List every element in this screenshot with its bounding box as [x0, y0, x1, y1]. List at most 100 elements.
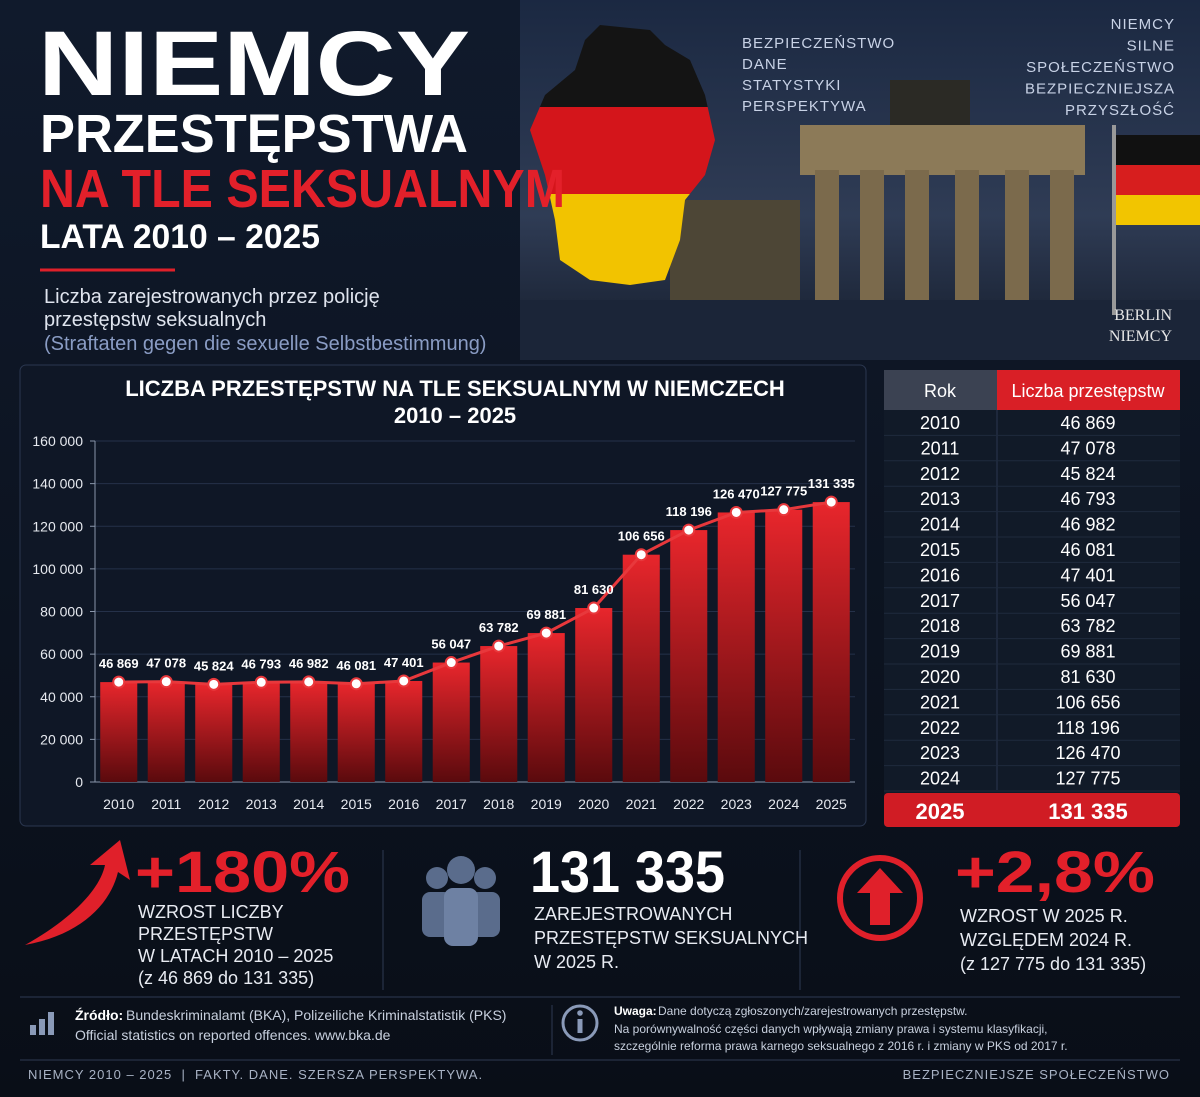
- table-cell: 46 081: [1060, 540, 1115, 560]
- table-header: Rok: [924, 381, 957, 401]
- table-cell: 2020: [920, 667, 960, 687]
- tag: PRZYSZŁOŚĆ: [1065, 101, 1175, 119]
- x-tick-label: 2025: [816, 796, 847, 812]
- x-tick-label: 2010: [103, 796, 134, 812]
- point: [682, 523, 696, 537]
- tag: PERSPEKTYWA: [742, 98, 867, 115]
- wet-plaza: [520, 300, 1200, 360]
- subtitle: PRZESTĘPSTWA: [40, 104, 468, 164]
- trend-arrow-icon: [25, 840, 130, 945]
- table-panel: [884, 370, 1180, 826]
- table-cell: 46 982: [1060, 515, 1115, 535]
- bar: [480, 646, 518, 782]
- table-cell: 106 656: [1055, 692, 1120, 712]
- data-label: 131 335: [808, 476, 855, 491]
- point: [587, 601, 601, 615]
- x-tick-label: 2015: [341, 796, 372, 812]
- main-title: NIEMCY: [38, 13, 470, 115]
- flag-on-pole: [1112, 125, 1200, 315]
- stat-text: WZROST W 2025 R.: [960, 906, 1128, 926]
- chart-title: LICZBA PRZESTĘPSTW NA TLE SEKSUALNYM W N…: [125, 376, 785, 401]
- bar: [717, 512, 755, 782]
- x-tick-label: 2019: [531, 796, 562, 812]
- tag: DANE: [742, 56, 788, 73]
- data-label: 81 630: [574, 582, 614, 597]
- table-cell: 2010: [920, 413, 960, 433]
- bar: [765, 509, 803, 782]
- table-cell: 46 793: [1060, 489, 1115, 509]
- point: [492, 639, 506, 653]
- tag: NIEMCY: [1111, 16, 1175, 33]
- table-cell: 2013: [920, 489, 960, 509]
- table-cell: 118 196: [1056, 718, 1120, 738]
- data-label: 118 196: [666, 504, 712, 519]
- point: [634, 548, 648, 562]
- y-tick-label: 60 000: [40, 646, 83, 662]
- y-tick-label: 140 000: [32, 476, 83, 492]
- table-cell: 46 869: [1060, 413, 1115, 433]
- stat-value: +2,8%: [955, 840, 1155, 905]
- bar: [575, 608, 613, 782]
- table-cell: 2017: [920, 591, 960, 611]
- point: [302, 675, 316, 689]
- source-text: Official statistics on reported offences…: [75, 1027, 391, 1043]
- data-label: 106 656: [618, 529, 665, 544]
- y-tick-label: 80 000: [40, 604, 83, 620]
- table-cell: 56 047: [1060, 591, 1115, 611]
- stat-text: PRZESTĘPSTW SEKSUALNYCH: [534, 928, 808, 948]
- stat-text: WZGLĘDEM 2024 R.: [960, 930, 1132, 950]
- bar: [337, 683, 375, 782]
- tag: SPOŁECZEŃSTWO: [1026, 59, 1175, 76]
- x-tick-label: 2018: [483, 796, 514, 812]
- note-text: szczególnie reforma prawa karnego seksua…: [614, 1039, 1068, 1053]
- y-tick-label: 120 000: [32, 518, 83, 534]
- table-cell: 47 401: [1060, 565, 1115, 585]
- source-icon: [30, 1012, 54, 1035]
- stat-text: ZAREJESTROWANYCH: [534, 904, 732, 924]
- table-cell: 127 775: [1055, 769, 1120, 789]
- stat-text: WZROST LICZBY: [138, 902, 284, 922]
- description: Liczba zarejestrowanych przez policję: [44, 286, 380, 308]
- stat-text: W LATACH 2010 – 2025: [138, 946, 333, 966]
- table-cell: 2022: [920, 718, 960, 738]
- footer-right: BEZPIECZNIEJSZE SPOŁECZEŃSTWO: [903, 1067, 1170, 1082]
- point: [777, 503, 791, 517]
- y-tick-label: 20 000: [40, 731, 83, 747]
- bar: [290, 681, 328, 782]
- stat-text: W 2025 R.: [534, 952, 619, 972]
- point: [254, 675, 268, 689]
- tag: SILNE: [1127, 38, 1175, 55]
- location: NIEMCY: [1109, 328, 1173, 345]
- table-cell: 45 824: [1060, 464, 1115, 484]
- x-tick-label: 2013: [246, 796, 277, 812]
- point: [349, 677, 363, 691]
- y-tick-label: 0: [75, 774, 83, 790]
- table-header-cell: [884, 370, 997, 410]
- table-cell: 126 470: [1055, 743, 1120, 763]
- point: [729, 505, 743, 519]
- x-tick-label: 2024: [768, 796, 799, 812]
- up-circle-icon: [837, 855, 923, 941]
- data-label: 47 078: [146, 656, 186, 671]
- tag: BEZPIECZEŃSTWO: [742, 35, 895, 52]
- point: [539, 626, 553, 640]
- table-cell: 2014: [920, 515, 960, 535]
- x-tick-label: 2023: [721, 796, 752, 812]
- point: [112, 675, 126, 689]
- table-cell: 2018: [920, 616, 960, 636]
- table-cell: 131 335: [1048, 799, 1128, 824]
- data-label: 46 869: [99, 656, 139, 671]
- x-tick-label: 2021: [626, 796, 657, 812]
- data-label: 127 775: [760, 484, 807, 499]
- table-highlight-row: [884, 793, 1180, 827]
- data-label: 47 401: [384, 655, 424, 670]
- table-cell: 2024: [920, 769, 960, 789]
- stat-text: (z 127 775 do 131 335): [960, 954, 1146, 974]
- data-label: 46 081: [336, 658, 376, 673]
- chart-title: 2010 – 2025: [394, 403, 516, 428]
- y-tick-label: 100 000: [32, 561, 83, 577]
- data-label: 63 782: [479, 620, 519, 635]
- description: przestępstw seksualnych: [44, 309, 266, 331]
- tag: STATYSTYKI: [742, 77, 841, 94]
